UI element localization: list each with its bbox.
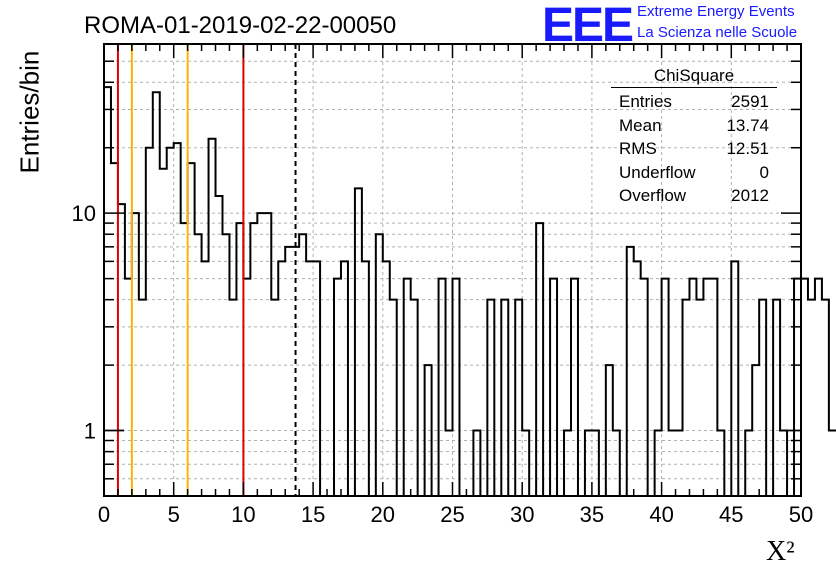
x-tick-label: 50	[789, 502, 813, 527]
logo-line-1: Extreme Energy Events	[637, 3, 795, 20]
chart-title: ROMA-01-2019-02-22-00050	[84, 12, 397, 39]
x-tick-label: 5	[168, 502, 180, 527]
stats-label: Underflow	[619, 162, 696, 182]
stats-label: Mean	[619, 115, 662, 135]
stats-value: 2012	[731, 186, 769, 205]
stats-header: ChiSquare	[611, 66, 777, 88]
x-tick-label: 35	[580, 502, 604, 527]
stats-value: 12.51	[726, 139, 769, 158]
stats-label: Overflow	[619, 186, 687, 205]
eee-logo: EEE	[542, 0, 634, 52]
y-tick-label: 10	[72, 201, 96, 226]
stats-row-mean: Mean 13.74	[611, 114, 777, 138]
stats-value: 13.74	[726, 115, 769, 135]
x-tick-label: 10	[231, 502, 255, 527]
stats-label: RMS	[619, 139, 657, 158]
y-axis-label: Entries/bin	[14, 50, 45, 174]
stats-value: 0	[759, 162, 769, 182]
x-tick-label: 45	[719, 502, 743, 527]
x-tick-label: 15	[301, 502, 325, 527]
stats-row-entries: Entries 2591	[611, 90, 777, 114]
stats-box: ChiSquare Entries 2591 Mean 13.74 RMS 12.51…	[611, 66, 777, 208]
stats-row-rms: RMS 12.51	[611, 137, 777, 161]
stats-row-underflow: Underflow 0	[611, 161, 777, 185]
x-tick-label: 25	[440, 502, 464, 527]
x-tick-label: 20	[371, 502, 395, 527]
y-tick-label: 1	[84, 419, 96, 444]
x-tick-label: 40	[649, 502, 673, 527]
x-axis-label: X²	[766, 536, 795, 567]
stats-label: Entries	[619, 92, 672, 111]
stats-value: 2591	[731, 92, 769, 111]
stats-row-overflow: Overflow 2012	[611, 184, 777, 208]
x-tick-label: 30	[510, 502, 534, 527]
logo-line-2: La Scienza nelle Scuole	[637, 24, 798, 41]
x-tick-label: 0	[98, 502, 110, 527]
